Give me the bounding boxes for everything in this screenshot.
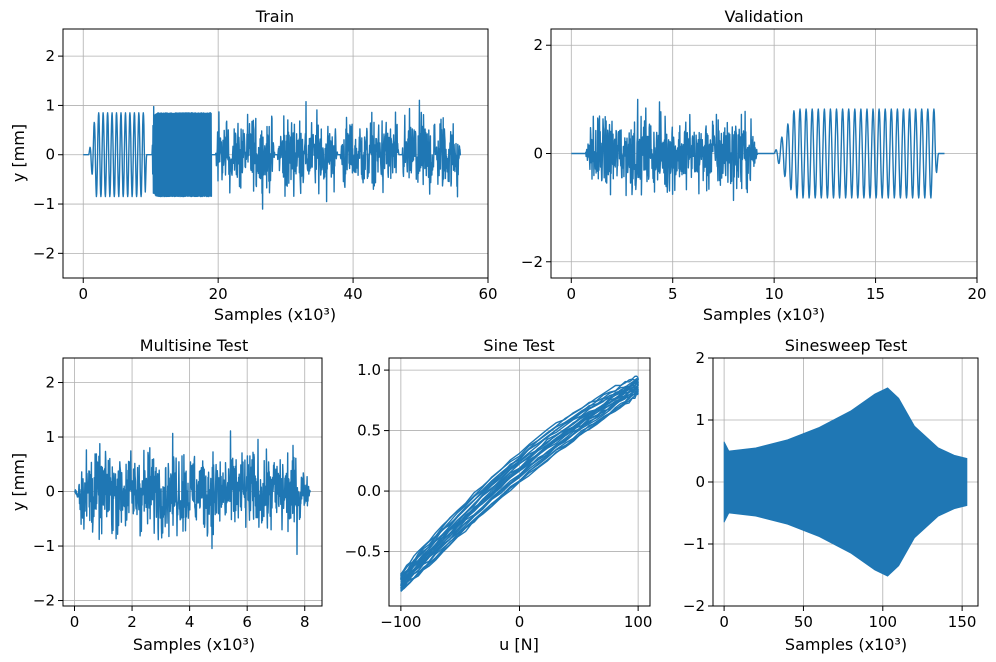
y-tick-label: −1 (683, 535, 705, 553)
multisine-ylabel: y [mm] (9, 453, 28, 511)
x-tick-label: 6 (242, 613, 252, 631)
validation-ticks: 0 5 10 15 20 −2 0 2 (521, 36, 987, 303)
y-tick-label: −2 (33, 244, 55, 262)
train-ticks: 0 20 40 60 −2 −1 0 1 2 (33, 47, 498, 303)
panel-multisine: Multisine Test 0 2 4 6 8 −2 −1 0 1 2 Samples (x10… (9, 336, 323, 654)
train-plot-frame (62, 28, 489, 279)
y-tick-label: 1 (695, 411, 705, 429)
x-tick-label: 40 (344, 285, 363, 303)
sinesweep-xlabel: Samples (x10³) (785, 635, 907, 654)
y-tick-label: 0.5 (357, 422, 381, 440)
sine-loop (400, 375, 639, 577)
x-tick-label: 60 (478, 285, 497, 303)
train-line (83, 99, 461, 210)
x-tick-label: 2 (127, 613, 137, 631)
x-tick-label: 4 (185, 613, 195, 631)
x-tick-label: 100 (624, 613, 653, 631)
y-tick-label: −1 (33, 195, 55, 213)
y-tick-label: 2 (533, 36, 543, 54)
y-tick-label: 0 (533, 145, 543, 163)
x-tick-label: 5 (668, 285, 678, 303)
multisine-ticks: 0 2 4 6 8 −2 −1 0 1 2 (33, 374, 310, 631)
multisine-plot-frame (62, 357, 323, 607)
x-tick-label: 0 (70, 613, 80, 631)
y-tick-label: 2 (45, 47, 55, 65)
x-tick-label: 0 (719, 613, 729, 631)
x-tick-label: 0 (515, 613, 525, 631)
sine-title: Sine Test (483, 336, 554, 355)
sine-loop (400, 388, 639, 587)
y-tick-label: 0 (45, 146, 55, 164)
sine-xlabel: u [N] (499, 635, 539, 654)
sinesweep-envelope (723, 387, 968, 577)
train-ylabel: y [mm] (9, 124, 28, 182)
validation-title: Validation (724, 7, 803, 26)
validation-xlabel: Samples (x10³) (703, 305, 825, 324)
y-tick-label: −2 (683, 597, 705, 615)
sine-series (400, 375, 639, 592)
y-tick-label: −2 (521, 253, 543, 271)
x-tick-label: 10 (765, 285, 784, 303)
y-tick-label: 2 (695, 349, 705, 367)
multisine-line (73, 430, 311, 556)
y-tick-label: 1 (45, 428, 55, 446)
panel-train: Train 0 20 40 60 −2 −1 0 1 2 Samples (x10³) y [m… (9, 7, 498, 324)
panel-sinesweep: Sinesweep Test 0 50 100 150 −2 −1 0 1 2 Samples … (683, 336, 979, 654)
sine-ticks: −100 0 100 −0.5 0.0 0.5 1.0 (345, 361, 653, 631)
y-tick-label: −1 (33, 537, 55, 555)
multisine-title: Multisine Test (140, 336, 248, 355)
sinesweep-ticks: 0 50 100 150 −2 −1 0 1 2 (683, 349, 977, 631)
train-xlabel: Samples (x10³) (214, 305, 336, 324)
x-tick-label: −100 (380, 613, 421, 631)
panel-sine: Sine Test −100 0 100 −0.5 0.0 0.5 1.0 u [N] (345, 336, 653, 654)
y-tick-label: 1 (45, 96, 55, 114)
multisine-series (73, 430, 311, 556)
x-tick-label: 50 (794, 613, 813, 631)
y-tick-label: 0.0 (357, 482, 381, 500)
multisine-xlabel: Samples (x10³) (133, 635, 255, 654)
y-tick-label: −0.5 (345, 543, 381, 561)
x-tick-label: 8 (300, 613, 310, 631)
x-tick-label: 20 (209, 285, 228, 303)
validation-series (571, 98, 945, 202)
x-tick-label: 15 (866, 285, 885, 303)
x-tick-label: 0 (567, 285, 577, 303)
train-series (83, 99, 461, 210)
sine-loop (400, 380, 639, 581)
y-tick-label: 0 (695, 473, 705, 491)
y-tick-label: 0 (45, 483, 55, 501)
validation-line (571, 98, 945, 202)
x-tick-label: 100 (868, 613, 897, 631)
train-title: Train (255, 7, 294, 26)
sinesweep-title: Sinesweep Test (785, 336, 907, 355)
sinesweep-series (723, 387, 968, 577)
x-tick-label: 150 (948, 613, 977, 631)
y-tick-label: 1.0 (357, 361, 381, 379)
x-tick-label: 20 (967, 285, 986, 303)
y-tick-label: −2 (33, 592, 55, 610)
x-tick-label: 0 (78, 285, 88, 303)
panel-validation: Validation 0 5 10 15 20 −2 0 2 Samples (x10³) (521, 7, 987, 324)
y-tick-label: 2 (45, 374, 55, 392)
